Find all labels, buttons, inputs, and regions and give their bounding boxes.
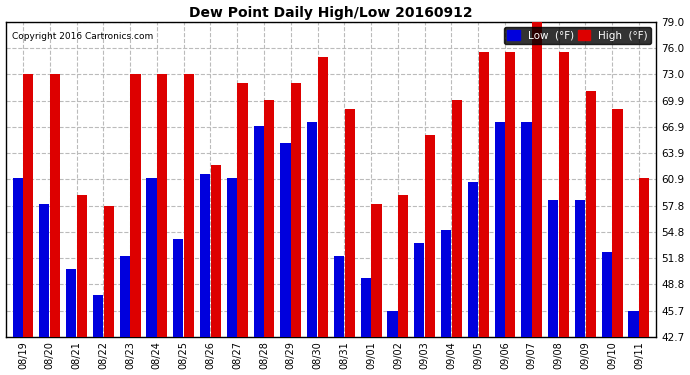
Bar — [468, 182, 478, 337]
Bar — [639, 178, 649, 337]
Bar — [505, 53, 515, 337]
Bar — [77, 195, 87, 337]
Bar — [93, 295, 103, 337]
Bar — [548, 200, 558, 337]
Bar — [130, 74, 141, 337]
Bar — [334, 256, 344, 337]
Bar — [237, 83, 248, 337]
Bar — [344, 109, 355, 337]
Bar — [173, 239, 184, 337]
Bar — [291, 83, 302, 337]
Bar — [532, 22, 542, 337]
Bar — [495, 122, 505, 337]
Bar — [146, 178, 157, 337]
Bar — [23, 74, 33, 337]
Bar — [104, 206, 114, 337]
Bar — [184, 74, 194, 337]
Bar — [586, 92, 595, 337]
Bar — [388, 310, 397, 337]
Bar — [398, 195, 408, 337]
Bar — [227, 178, 237, 337]
Bar — [629, 310, 639, 337]
Bar — [425, 135, 435, 337]
Bar — [119, 256, 130, 337]
Bar — [253, 126, 264, 337]
Bar — [39, 204, 50, 337]
Bar — [371, 204, 382, 337]
Bar — [200, 174, 210, 337]
Bar — [66, 269, 77, 337]
Bar — [602, 252, 612, 337]
Bar — [50, 74, 60, 337]
Bar — [522, 122, 531, 337]
Bar — [307, 122, 317, 337]
Title: Dew Point Daily High/Low 20160912: Dew Point Daily High/Low 20160912 — [189, 6, 473, 20]
Bar — [12, 178, 23, 337]
Bar — [575, 200, 585, 337]
Text: Copyright 2016 Cartronics.com: Copyright 2016 Cartronics.com — [12, 32, 153, 40]
Bar — [478, 53, 489, 337]
Bar — [414, 243, 424, 337]
Bar — [264, 100, 275, 337]
Legend: Low  (°F), High  (°F): Low (°F), High (°F) — [504, 27, 651, 44]
Bar — [210, 165, 221, 337]
Bar — [280, 143, 290, 337]
Bar — [613, 109, 622, 337]
Bar — [441, 230, 451, 337]
Bar — [361, 278, 371, 337]
Bar — [157, 74, 167, 337]
Bar — [559, 53, 569, 337]
Bar — [452, 100, 462, 337]
Bar — [318, 57, 328, 337]
